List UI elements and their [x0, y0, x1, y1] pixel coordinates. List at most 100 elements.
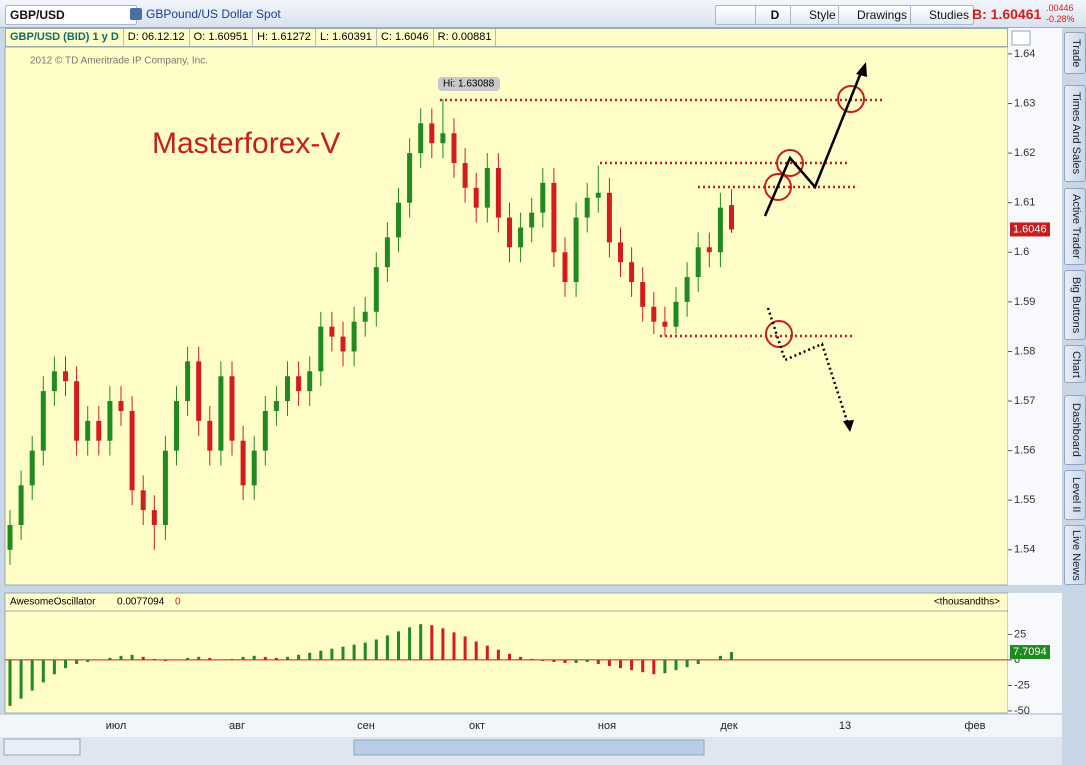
oscillator-bar — [263, 656, 267, 660]
oscillator-bar — [652, 659, 656, 675]
candle-body — [418, 123, 424, 154]
x-tick-label: июл — [106, 720, 127, 732]
oscillator-bar — [696, 659, 700, 665]
style-button[interactable]: Style — [790, 5, 841, 25]
oscillator-bar — [630, 659, 634, 671]
y-tick-label: 1.58 — [1014, 345, 1035, 357]
oscillator-bar — [374, 639, 378, 660]
oscillator-bar — [441, 628, 445, 660]
y-tick-label: 1.61 — [1014, 197, 1035, 209]
oscillator-bar — [52, 659, 56, 675]
oscillator-bar — [519, 656, 523, 660]
oscillator-flag: 0 — [175, 597, 181, 608]
zoom-controls[interactable] — [3, 738, 81, 756]
y-tick-label: 1.64 — [1014, 48, 1035, 60]
chart: 2012 © TD Ameritrade IP Company, Inc. Ma… — [0, 28, 1062, 765]
oscillator-bar — [718, 655, 722, 660]
oscillator-bar — [341, 646, 345, 660]
oscillator-bar — [496, 649, 500, 660]
oscillator-value: 0.0077094 — [117, 597, 165, 608]
oscillator-bar — [30, 659, 34, 691]
side-tab[interactable]: Live News — [1064, 525, 1086, 585]
candle-body — [85, 420, 91, 441]
candle-body — [440, 133, 446, 144]
candle-body — [118, 401, 124, 411]
side-tab[interactable]: Level II — [1064, 470, 1086, 520]
candle-body — [229, 376, 235, 441]
candle-body — [473, 187, 479, 208]
candle-body — [29, 450, 35, 486]
candle-body — [451, 133, 457, 164]
toolbar: GBP/USD GBPound/US Dollar Spot D Style D… — [0, 0, 1086, 28]
annotation: Masterforex-V — [152, 127, 340, 160]
oscillator-bar — [552, 659, 556, 662]
bull-arrow — [763, 69, 864, 217]
candle-body — [529, 212, 535, 228]
candle-body — [651, 306, 657, 322]
oscillator-bar — [163, 659, 167, 661]
y-tick-label: 1.6 — [1014, 246, 1029, 258]
oscillator-bar — [286, 656, 289, 660]
oscillator-bar — [607, 659, 611, 667]
oscillator-bar — [730, 652, 733, 660]
header-range: R: 0.00881 — [434, 29, 497, 46]
side-tab[interactable]: Times And Sales — [1064, 85, 1086, 182]
candle-body — [285, 376, 290, 402]
oscillator-bar — [230, 658, 234, 660]
candle-body — [74, 381, 80, 441]
candle-body — [706, 247, 712, 253]
x-tick-label: ноя — [598, 720, 616, 732]
copyright: 2012 © TD Ameritrade IP Company, Inc. — [30, 56, 208, 67]
candle-body — [717, 207, 723, 253]
candle-body — [573, 217, 579, 283]
header-low: L: 1.60391 — [316, 29, 377, 46]
oscillator-bar — [41, 659, 45, 683]
oscillator-bar — [452, 632, 456, 660]
oscillator-bar — [8, 659, 12, 706]
oscillator-bar — [463, 636, 467, 660]
last-price-label: 1.6046 — [1013, 223, 1047, 235]
oscillator-bar — [508, 653, 511, 660]
studies-button[interactable]: Studies — [910, 5, 975, 25]
oscillator-bar — [64, 659, 67, 669]
candle-body — [429, 123, 435, 144]
candle-body — [7, 525, 13, 550]
side-tab[interactable]: Dashboard — [1064, 395, 1086, 465]
oscillator-bar — [186, 657, 190, 660]
price-panel — [4, 46, 1009, 586]
candle-body — [495, 167, 501, 218]
y-tick-label: 25 — [1014, 628, 1026, 640]
oscillator-bar — [619, 659, 622, 669]
header-high: H: 1.61272 — [253, 29, 316, 46]
y-tick-label: 1.62 — [1014, 147, 1035, 159]
candle-body — [373, 267, 379, 312]
header-close: C: 1.6046 — [377, 29, 434, 46]
side-tab[interactable]: Active Trader — [1064, 188, 1086, 265]
last-price-tag — [1010, 222, 1050, 237]
oscillator-bar — [330, 648, 334, 660]
oscillator-bar — [363, 642, 367, 660]
candle-body — [340, 336, 346, 352]
candle-body — [384, 237, 390, 268]
candle-body — [695, 247, 701, 278]
side-tab[interactable]: Chart — [1064, 345, 1086, 383]
oscillator-bar — [252, 655, 256, 660]
candle-body — [151, 510, 157, 526]
candle-body — [273, 401, 279, 411]
oscillator-bar — [152, 658, 156, 660]
scale-button[interactable] — [1011, 30, 1031, 46]
header-date: D: 06.12.12 — [124, 29, 190, 46]
scrollbar-thumb[interactable] — [353, 739, 705, 756]
oscillator-bar — [130, 654, 134, 660]
side-tab[interactable]: Trade — [1064, 32, 1086, 74]
candle-body — [518, 227, 524, 248]
candle-body — [362, 311, 368, 322]
oscillator-panel — [4, 610, 1009, 714]
side-tab[interactable]: Big Buttons — [1064, 270, 1086, 340]
oscillator-bar — [75, 659, 79, 665]
candle-body — [318, 326, 324, 372]
candle-body — [51, 371, 57, 392]
y-tick-label: 0 — [1014, 654, 1020, 666]
y-tick-label: 1.57 — [1014, 395, 1035, 407]
